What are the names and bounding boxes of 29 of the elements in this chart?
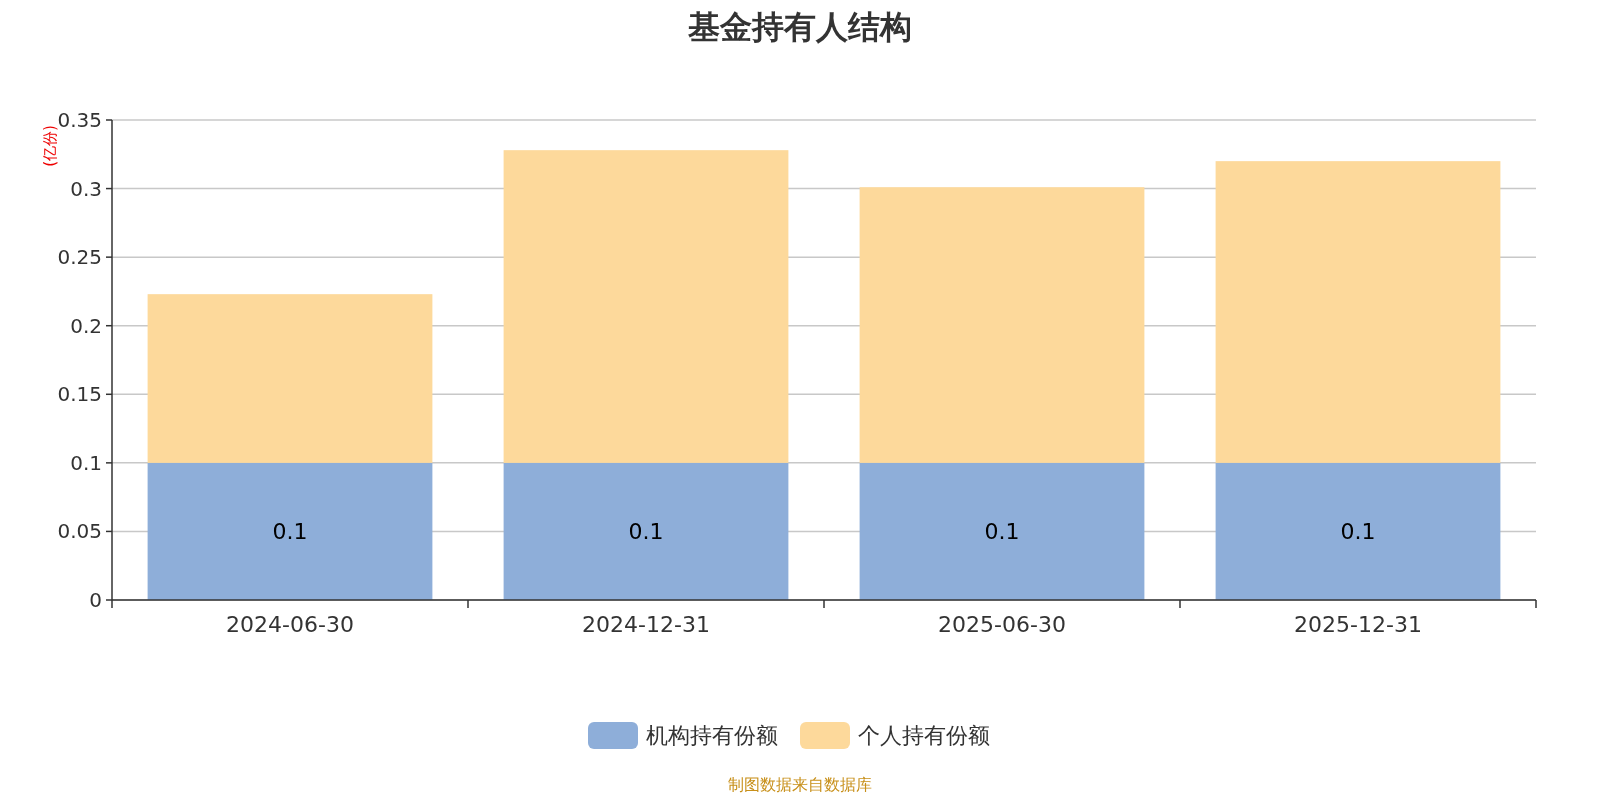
y-tick-label: 0.2 — [70, 313, 102, 338]
bar — [503, 462, 789, 600]
bar — [503, 150, 789, 463]
text: 制图数据来自数据库 — [728, 775, 872, 794]
y-tick-label: 0 — [89, 588, 102, 612]
legend-label: 机构持有份额 — [646, 723, 778, 748]
legend-label: 个人持有份额 — [858, 723, 990, 748]
x-tick-label: 2025-12-31 — [1294, 612, 1422, 637]
y-tick-label: 0.3 — [70, 176, 102, 201]
bar — [1215, 462, 1501, 600]
data-label: 0.1 — [984, 519, 1020, 545]
data-label: 0.1 — [1340, 519, 1376, 545]
bar — [147, 294, 433, 463]
y-tick-label: 0.1 — [70, 450, 102, 475]
bar — [859, 187, 1145, 463]
y-tick-label: 0.15 — [57, 382, 102, 407]
y-axis-title: (亿份) — [41, 125, 59, 167]
chart-title: 基金持有人结构 — [687, 8, 912, 46]
bar — [859, 462, 1145, 600]
bar — [147, 462, 433, 600]
x-tick-label: 2024-12-31 — [582, 612, 710, 637]
y-tick-label: 0.25 — [57, 245, 102, 270]
data-label: 0.1 — [272, 519, 308, 545]
data-label: 0.1 — [628, 519, 664, 545]
x-tick-label: 2025-06-30 — [938, 612, 1066, 637]
bar — [1215, 161, 1501, 463]
y-tick-label: 0.35 — [57, 108, 102, 132]
x-tick-label: 2024-06-30 — [226, 612, 354, 637]
y-tick-label: 0.05 — [57, 519, 102, 544]
